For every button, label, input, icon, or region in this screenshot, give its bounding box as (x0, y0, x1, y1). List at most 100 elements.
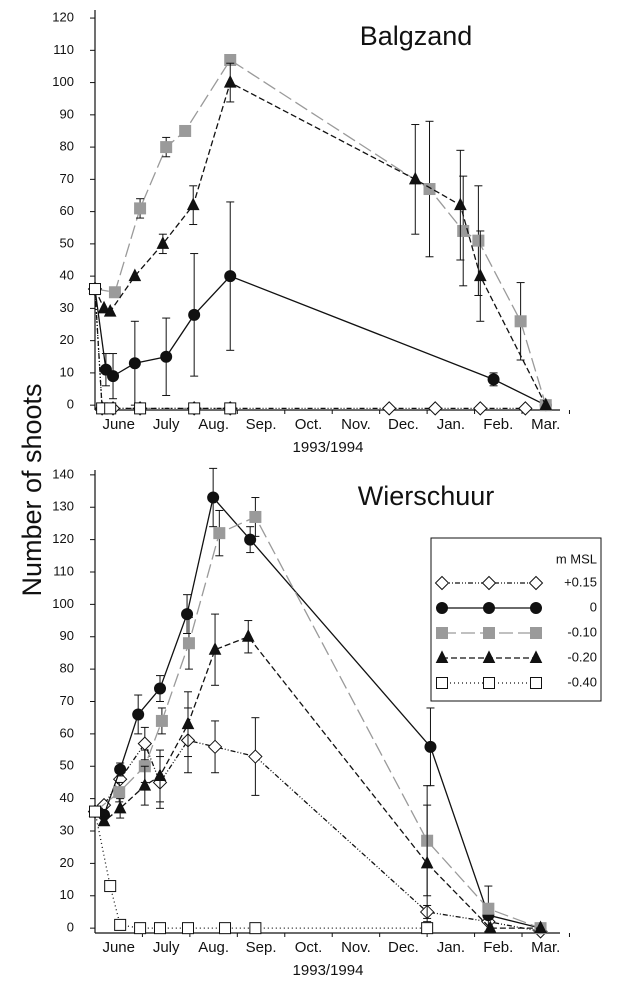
marker (483, 602, 495, 614)
marker (208, 642, 222, 655)
legend-label: +0.15 (564, 574, 597, 589)
marker (530, 627, 542, 639)
marker (423, 183, 436, 196)
marker (97, 813, 111, 827)
marker (472, 234, 485, 247)
legend-title: m MSL (556, 551, 597, 566)
x-tick-label: Jan. (437, 939, 465, 956)
marker (249, 922, 262, 935)
x-axis-label: 1993/1994 (293, 439, 364, 456)
y-tick-label: 120 (52, 531, 74, 546)
marker (529, 650, 543, 663)
series-line (94, 516, 541, 929)
x-tick-label: Sep. (246, 416, 277, 433)
x-tick-label: June (102, 416, 135, 433)
marker (421, 922, 434, 935)
marker (481, 575, 497, 591)
marker (482, 902, 495, 915)
marker (457, 224, 470, 237)
marker (473, 268, 487, 282)
marker (482, 650, 496, 663)
marker (103, 303, 117, 317)
marker (207, 739, 223, 755)
x-tick-label: Sep. (246, 939, 277, 956)
x-tick-label: Oct. (295, 416, 323, 433)
marker (530, 677, 542, 689)
x-tick-label: Mar. (531, 416, 560, 433)
marker (514, 315, 527, 328)
marker (104, 880, 117, 893)
marker (435, 650, 449, 663)
marker (473, 401, 488, 416)
marker (179, 124, 192, 137)
marker (188, 308, 201, 321)
marker (108, 286, 121, 299)
marker (249, 510, 262, 523)
x-tick-label: Nov. (341, 416, 371, 433)
marker (134, 922, 147, 935)
marker (518, 401, 533, 416)
y-tick-label: 90 (60, 106, 74, 121)
x-tick-label: Jan. (437, 416, 465, 433)
marker (224, 270, 237, 283)
series-line (94, 288, 526, 410)
marker (207, 491, 220, 504)
legend-label: -0.20 (567, 649, 597, 664)
x-tick-label: Feb. (483, 939, 513, 956)
y-tick-label: 0 (67, 920, 74, 935)
legend-label: 0 (590, 599, 597, 614)
series-line (94, 811, 428, 929)
series-line (94, 59, 547, 406)
marker (138, 778, 152, 791)
marker (182, 922, 194, 935)
x-tick-label: June (102, 939, 135, 956)
y-tick-label: 50 (60, 758, 74, 773)
marker (155, 714, 168, 727)
x-tick-label: Mar. (531, 939, 560, 956)
y-tick-label: 30 (60, 822, 74, 837)
marker (436, 602, 448, 614)
marker (213, 527, 226, 540)
marker (530, 602, 542, 614)
y-tick-label: 50 (60, 235, 74, 250)
marker (89, 805, 101, 818)
y-tick-label: 40 (60, 268, 74, 283)
y-tick-label: 60 (60, 203, 74, 218)
panel-title: Balgzand (360, 21, 473, 51)
x-tick-label: Dec. (388, 939, 419, 956)
marker (483, 677, 495, 689)
marker (487, 373, 500, 386)
marker (188, 402, 201, 415)
marker (154, 682, 167, 695)
marker (420, 855, 434, 869)
marker (134, 202, 147, 215)
y-tick-label: 0 (67, 397, 74, 412)
marker (381, 401, 397, 416)
marker (128, 357, 141, 370)
series-line (94, 739, 541, 933)
y-tick-label: 70 (60, 693, 74, 708)
legend-label: -0.10 (567, 624, 597, 639)
marker (181, 716, 195, 730)
marker (436, 677, 448, 689)
marker (224, 402, 237, 415)
marker (454, 197, 467, 211)
y-tick-label: 20 (60, 332, 74, 347)
x-tick-label: Oct. (295, 939, 323, 956)
marker (186, 197, 200, 211)
marker (408, 171, 422, 185)
y-tick-label: 90 (60, 628, 74, 643)
y-tick-label: 60 (60, 725, 74, 740)
marker (436, 627, 448, 639)
marker (244, 533, 257, 546)
marker (181, 608, 194, 621)
marker (182, 637, 195, 650)
marker (104, 402, 117, 415)
y-axis-label: Number of shoots (17, 383, 47, 596)
x-tick-label: Nov. (341, 939, 371, 956)
marker (114, 763, 127, 776)
x-axis-label: 1993/1994 (293, 962, 364, 979)
marker (160, 141, 173, 154)
y-tick-label: 110 (53, 42, 74, 57)
